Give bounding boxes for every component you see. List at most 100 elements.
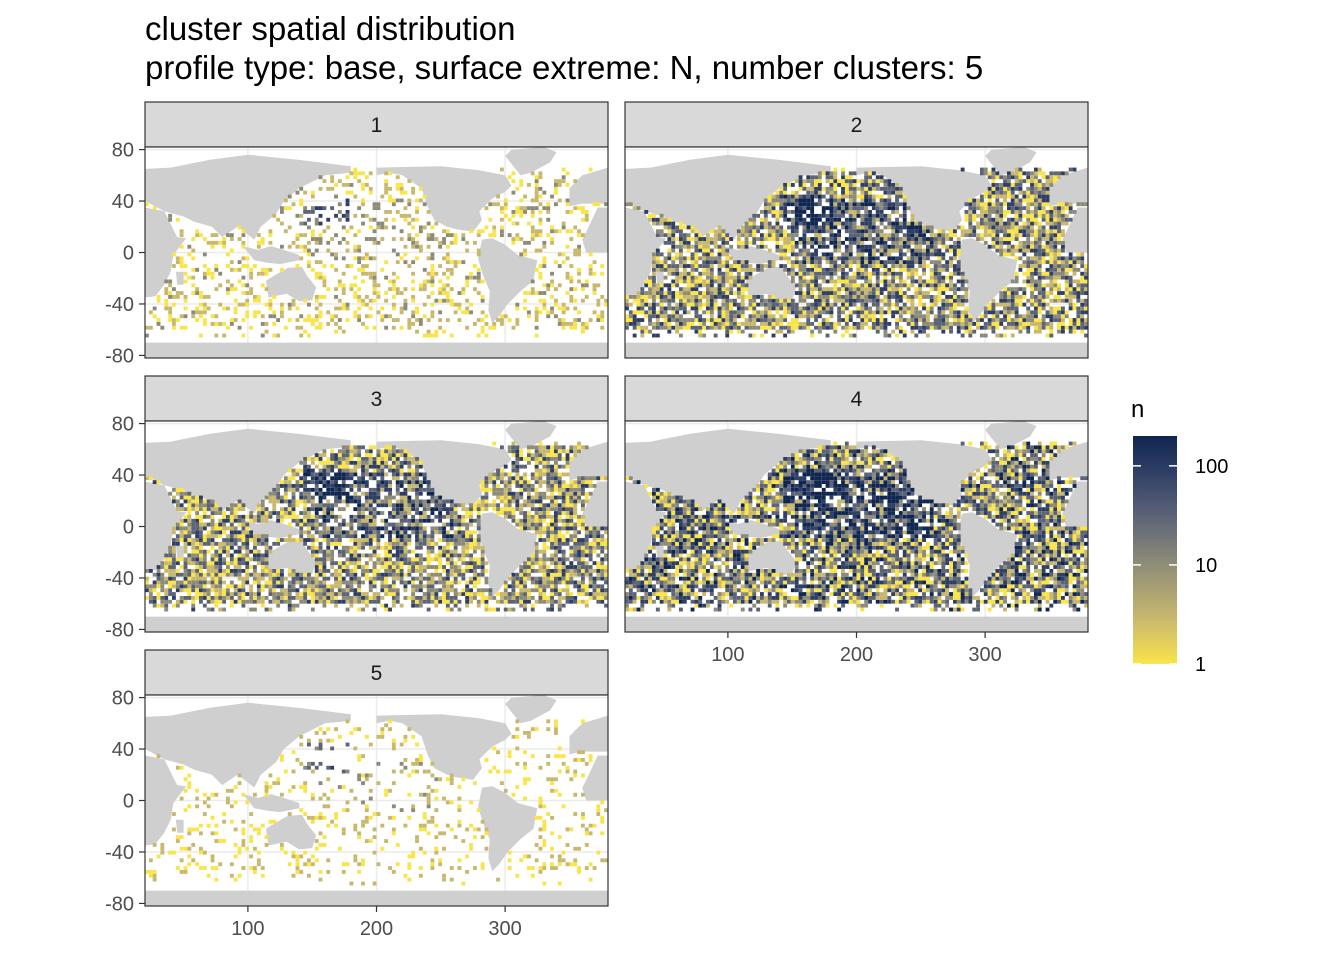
heat-cell bbox=[922, 295, 926, 299]
heat-cell bbox=[864, 271, 869, 276]
heat-cell bbox=[496, 194, 500, 199]
heat-cell bbox=[546, 233, 551, 238]
heat-cell bbox=[241, 557, 246, 562]
heat-cell bbox=[852, 275, 857, 280]
heat-cell bbox=[875, 302, 880, 307]
heat-cell bbox=[445, 252, 450, 257]
heat-cell bbox=[449, 240, 454, 245]
heat-cell bbox=[283, 229, 288, 234]
heat-cell bbox=[949, 310, 953, 315]
heat-cell bbox=[303, 576, 308, 581]
heat-cell bbox=[399, 291, 404, 295]
heat-cell bbox=[717, 287, 722, 292]
heat-cell bbox=[175, 526, 180, 531]
heat-cell bbox=[530, 287, 535, 292]
heat-cell bbox=[461, 287, 466, 292]
heat-cell bbox=[1057, 295, 1061, 299]
heat-cell bbox=[953, 248, 957, 253]
heat-cell bbox=[1049, 314, 1054, 319]
heat-cell bbox=[299, 468, 304, 473]
heat-cell bbox=[864, 221, 869, 226]
heat-cell bbox=[280, 584, 284, 589]
heat-cell bbox=[519, 206, 524, 211]
heat-cell bbox=[245, 538, 250, 542]
heat-cell bbox=[829, 291, 834, 295]
heat-cell bbox=[752, 237, 757, 241]
heat-cell bbox=[218, 607, 223, 612]
heat-cell bbox=[790, 252, 795, 257]
heat-cell bbox=[814, 264, 818, 268]
heat-cell bbox=[991, 306, 996, 311]
heat-cell bbox=[160, 325, 165, 330]
heat-cell bbox=[283, 499, 288, 504]
heat-cell bbox=[195, 233, 200, 238]
heat-cell bbox=[902, 225, 907, 230]
heat-cell bbox=[249, 588, 254, 593]
heat-cell bbox=[222, 526, 227, 531]
heat-cell bbox=[875, 210, 880, 214]
heat-cell bbox=[577, 252, 581, 257]
heat-cell bbox=[411, 186, 416, 191]
heat-cell bbox=[675, 302, 680, 307]
heat-cell bbox=[164, 576, 169, 581]
heat-cell bbox=[717, 233, 722, 238]
heat-cell bbox=[756, 237, 761, 241]
heat-cell bbox=[686, 264, 691, 268]
heat-cell bbox=[152, 580, 157, 585]
heat-cell bbox=[953, 264, 957, 268]
heat-cell bbox=[694, 310, 699, 315]
heat-cell bbox=[837, 179, 842, 184]
heat-cell bbox=[202, 507, 207, 512]
heat-cell bbox=[307, 217, 311, 222]
heat-cell bbox=[841, 279, 845, 284]
heat-cell bbox=[1049, 221, 1054, 226]
heat-cell bbox=[767, 295, 772, 299]
heat-cell bbox=[659, 306, 664, 311]
heat-cell bbox=[195, 592, 200, 596]
heat-cell bbox=[480, 229, 485, 234]
heat-cell bbox=[191, 314, 196, 319]
heat-cell bbox=[245, 565, 250, 569]
heat-cell bbox=[376, 291, 381, 295]
heat-cell bbox=[191, 499, 196, 504]
heat-cell bbox=[717, 271, 722, 276]
heat-cell bbox=[949, 248, 953, 253]
heat-cell bbox=[191, 572, 196, 577]
heat-cell bbox=[388, 171, 392, 176]
heat-cell bbox=[1076, 291, 1081, 295]
heat-cell bbox=[245, 522, 250, 527]
heat-cell bbox=[229, 553, 234, 558]
heat-cell bbox=[592, 310, 597, 315]
heat-cell bbox=[706, 267, 710, 272]
heat-cell bbox=[581, 287, 585, 292]
heat-cell bbox=[698, 306, 703, 311]
heat-cell bbox=[721, 260, 726, 265]
heat-cell bbox=[679, 295, 683, 299]
heat-cell bbox=[995, 322, 1000, 326]
heat-cell bbox=[686, 283, 691, 288]
heat-cell bbox=[883, 248, 888, 253]
heat-cell bbox=[875, 240, 880, 245]
heat-cell bbox=[256, 534, 261, 539]
heat-cell bbox=[376, 240, 381, 245]
heat-cell bbox=[1018, 183, 1023, 187]
heat-cell bbox=[879, 310, 884, 315]
heat-cell bbox=[744, 271, 749, 276]
heat-cell bbox=[445, 295, 450, 299]
heat-cell bbox=[357, 314, 362, 319]
heat-cell bbox=[175, 260, 180, 265]
heat-cell bbox=[902, 210, 907, 214]
heat-cell bbox=[187, 569, 192, 573]
heat-cell bbox=[991, 240, 996, 245]
heat-cell bbox=[659, 295, 664, 299]
heat-cell bbox=[515, 233, 520, 238]
heat-cell bbox=[1041, 225, 1046, 230]
heat-cell bbox=[245, 283, 250, 288]
heat-cell bbox=[659, 260, 664, 265]
heat-cell bbox=[172, 526, 176, 531]
heat-cell bbox=[798, 175, 803, 180]
heat-cell bbox=[841, 295, 845, 299]
heat-cell bbox=[245, 314, 250, 319]
heat-cell bbox=[763, 233, 768, 238]
heat-cell bbox=[891, 229, 896, 234]
